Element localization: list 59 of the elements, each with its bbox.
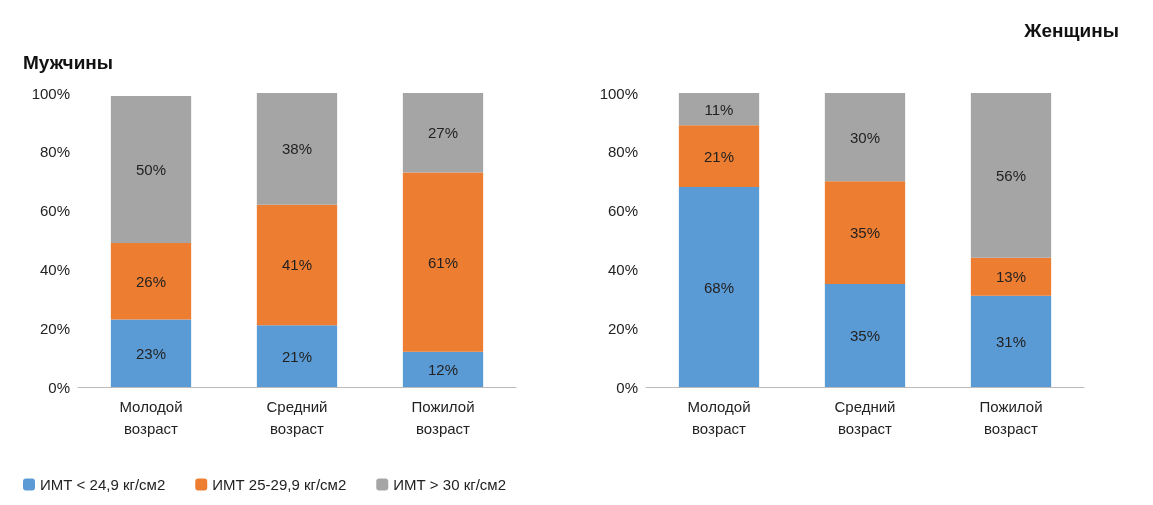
x-tick-label: Молодой возраст — [687, 397, 751, 437]
x-tick-label: Пожилой возраст — [979, 397, 1043, 437]
y-tick-label: 100% — [31, 84, 70, 102]
data-label: 35% — [849, 224, 881, 242]
bar — [970, 93, 1052, 258]
y-tick-label: 80% — [39, 143, 70, 161]
data-label: 11% — [704, 100, 734, 118]
y-tick-label: 40% — [39, 260, 70, 278]
y-tick-label: 20% — [39, 319, 70, 337]
bar — [402, 172, 484, 352]
bar — [256, 325, 338, 387]
x-tick-label: Средний возраст — [266, 397, 328, 437]
y-tick-label: 40% — [607, 260, 638, 278]
y-tick-label: 0% — [48, 378, 70, 396]
bar — [678, 93, 760, 126]
x-tick-label: Молодой возраст — [119, 397, 183, 437]
y-tick-label: 0% — [616, 378, 638, 396]
legend-label: ИМТ > 30 кг/см2 — [393, 476, 507, 493]
data-label: 21% — [703, 147, 735, 165]
data-label: 31% — [995, 332, 1027, 350]
data-label: 50% — [135, 160, 167, 178]
y-tick-label: 20% — [607, 319, 638, 337]
bar — [110, 242, 192, 320]
y-tick-label: 60% — [607, 202, 638, 220]
bar — [402, 93, 484, 173]
data-label: 38% — [281, 140, 313, 158]
data-label: 35% — [849, 327, 881, 345]
legend-label: ИМТ < 24,9 кг/см2 — [40, 476, 166, 493]
bar — [256, 204, 338, 326]
data-label: 21% — [281, 347, 313, 365]
legend-label: ИМТ 25-29,9 кг/см2 — [212, 476, 347, 493]
bar — [970, 295, 1052, 387]
y-tick-label: 60% — [39, 202, 70, 220]
data-label: 68% — [703, 278, 735, 296]
bar — [110, 95, 192, 243]
chart-title: Мужчины — [23, 52, 114, 73]
data-label: 26% — [135, 272, 167, 290]
bar — [824, 181, 906, 285]
data-label: 56% — [995, 166, 1027, 184]
y-tick-label: 100% — [599, 84, 638, 102]
bar — [110, 319, 192, 387]
data-label: 61% — [427, 253, 459, 271]
data-label: 30% — [849, 128, 881, 146]
bar — [402, 351, 484, 387]
data-label: 23% — [135, 344, 167, 362]
x-tick-label: Пожилой возраст — [411, 397, 475, 437]
chart-title: Женщины — [1023, 20, 1120, 41]
bar — [678, 187, 760, 387]
x-tick-label: Средний возраст — [834, 397, 896, 437]
bar — [824, 93, 906, 182]
data-label: 13% — [995, 268, 1027, 286]
bar — [256, 93, 338, 205]
bar — [824, 284, 906, 387]
data-label: 12% — [427, 360, 459, 378]
y-tick-label: 80% — [607, 143, 638, 161]
data-label: 41% — [281, 256, 313, 274]
bar — [970, 257, 1052, 296]
bar — [678, 125, 760, 188]
data-label: 27% — [427, 124, 459, 142]
